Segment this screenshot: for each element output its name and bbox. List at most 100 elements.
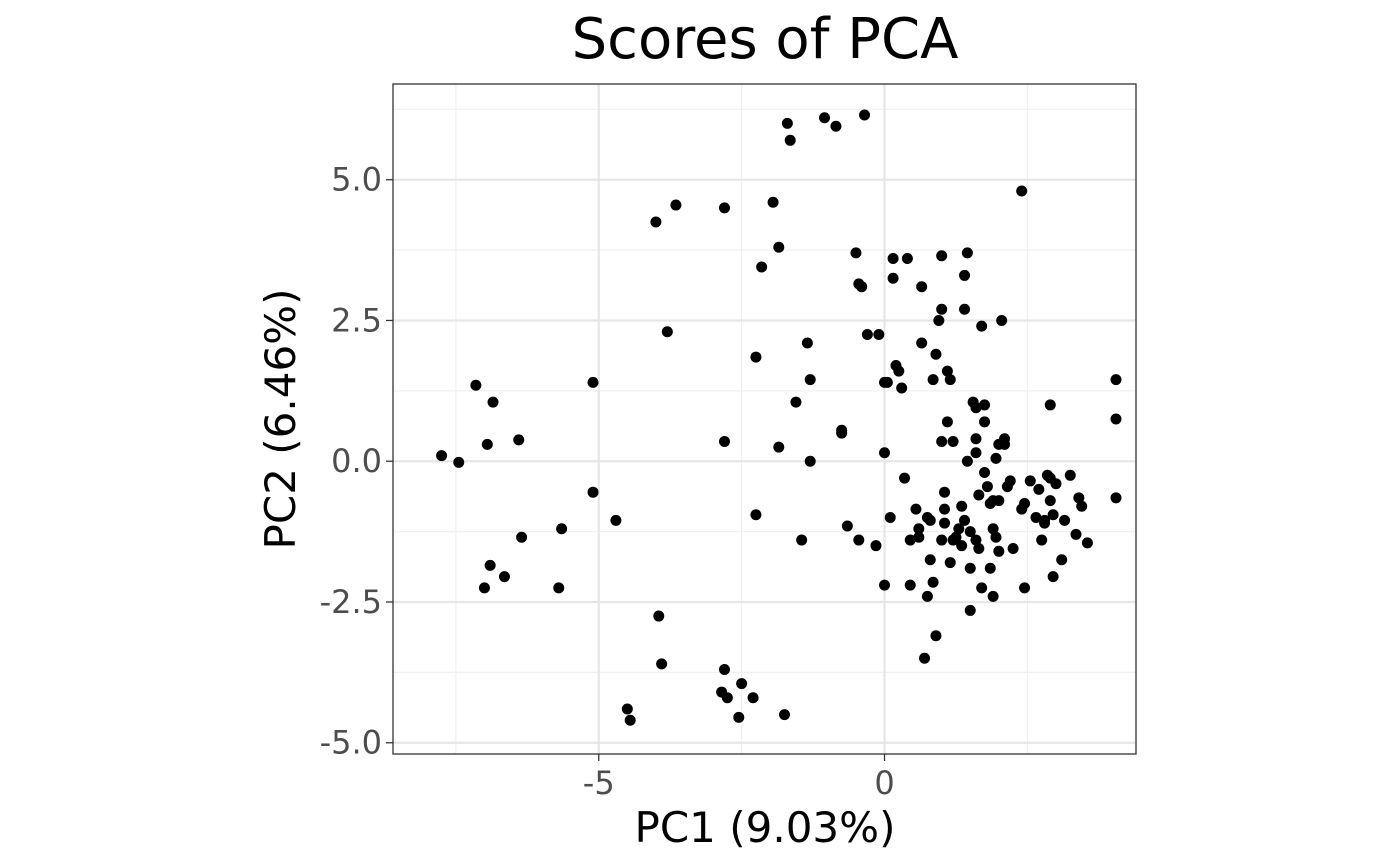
data-point	[910, 503, 922, 515]
data-point	[736, 678, 748, 690]
data-point	[1019, 497, 1031, 509]
y-tick-label: -2.5	[320, 583, 382, 621]
data-point	[624, 714, 636, 726]
data-point	[661, 326, 673, 338]
data-point	[767, 196, 779, 208]
data-point	[893, 365, 905, 377]
data-point	[939, 517, 951, 529]
data-point	[481, 438, 493, 450]
data-point	[904, 534, 916, 546]
data-point	[750, 351, 762, 363]
data-point	[513, 434, 525, 446]
data-point	[904, 579, 916, 591]
data-point	[987, 590, 999, 602]
data-point	[950, 531, 962, 543]
data-point	[944, 557, 956, 569]
data-point	[841, 520, 853, 532]
data-point	[941, 416, 953, 428]
data-point	[650, 216, 662, 228]
y-axis-title: PC2 (6.46%)	[256, 289, 305, 550]
data-point	[881, 376, 893, 388]
data-point	[993, 545, 1005, 557]
data-point	[961, 455, 973, 467]
data-point	[999, 438, 1011, 450]
data-point	[953, 523, 965, 535]
data-point	[987, 523, 999, 535]
data-point	[484, 559, 496, 571]
data-point	[993, 495, 1005, 507]
data-point	[964, 604, 976, 616]
data-point	[887, 253, 899, 265]
data-point	[859, 109, 871, 121]
plot-background	[393, 84, 1136, 754]
data-point	[964, 526, 976, 538]
data-point	[899, 472, 911, 484]
data-point	[1016, 185, 1028, 197]
data-point	[973, 489, 985, 501]
data-point	[801, 337, 813, 349]
data-point	[1059, 514, 1071, 526]
data-point	[756, 261, 768, 273]
data-point	[1039, 514, 1051, 526]
data-point	[990, 452, 1002, 464]
data-point	[1110, 413, 1122, 425]
data-point	[936, 436, 948, 448]
data-point	[516, 531, 528, 543]
data-point	[936, 250, 948, 262]
data-point	[1110, 492, 1122, 504]
data-point	[1076, 500, 1088, 512]
data-point	[1050, 478, 1062, 490]
data-point	[896, 382, 908, 394]
data-point	[804, 455, 816, 467]
data-point	[1070, 528, 1082, 540]
data-point	[924, 554, 936, 566]
data-point	[836, 427, 848, 439]
data-point	[453, 456, 465, 468]
data-point	[819, 112, 831, 124]
data-point	[947, 436, 959, 448]
data-point	[556, 523, 568, 535]
data-point	[913, 523, 925, 535]
data-point	[553, 582, 565, 594]
data-point	[773, 441, 785, 453]
data-point	[773, 241, 785, 253]
data-point	[861, 329, 873, 341]
data-point	[879, 447, 891, 459]
data-point	[1019, 582, 1031, 594]
data-point	[610, 514, 622, 526]
data-point	[718, 436, 730, 448]
data-point	[970, 447, 982, 459]
data-point	[996, 314, 1008, 326]
data-point	[670, 199, 682, 211]
data-point	[964, 562, 976, 574]
data-point	[939, 503, 951, 515]
data-point	[990, 531, 1002, 543]
data-point	[587, 486, 599, 498]
data-point	[750, 509, 762, 521]
x-axis-ticks: -5 0	[583, 754, 895, 802]
data-point	[1044, 399, 1056, 411]
data-point	[1056, 554, 1068, 566]
data-point	[979, 416, 991, 428]
y-tick-label: 5.0	[331, 161, 382, 199]
data-point	[956, 500, 968, 512]
data-point	[976, 582, 988, 594]
data-point	[1036, 534, 1048, 546]
data-point	[939, 486, 951, 498]
data-point	[959, 269, 971, 281]
data-point	[936, 534, 948, 546]
data-point	[924, 514, 936, 526]
data-point	[718, 202, 730, 214]
data-point	[976, 320, 988, 332]
data-point	[936, 303, 948, 315]
data-point	[927, 576, 939, 588]
data-point	[470, 379, 482, 391]
data-point	[887, 272, 899, 284]
data-point	[653, 610, 665, 622]
data-point	[916, 337, 928, 349]
data-point	[1064, 469, 1076, 481]
data-point	[979, 466, 991, 478]
x-axis-title: PC1 (9.03%)	[635, 803, 896, 852]
data-point	[984, 562, 996, 574]
